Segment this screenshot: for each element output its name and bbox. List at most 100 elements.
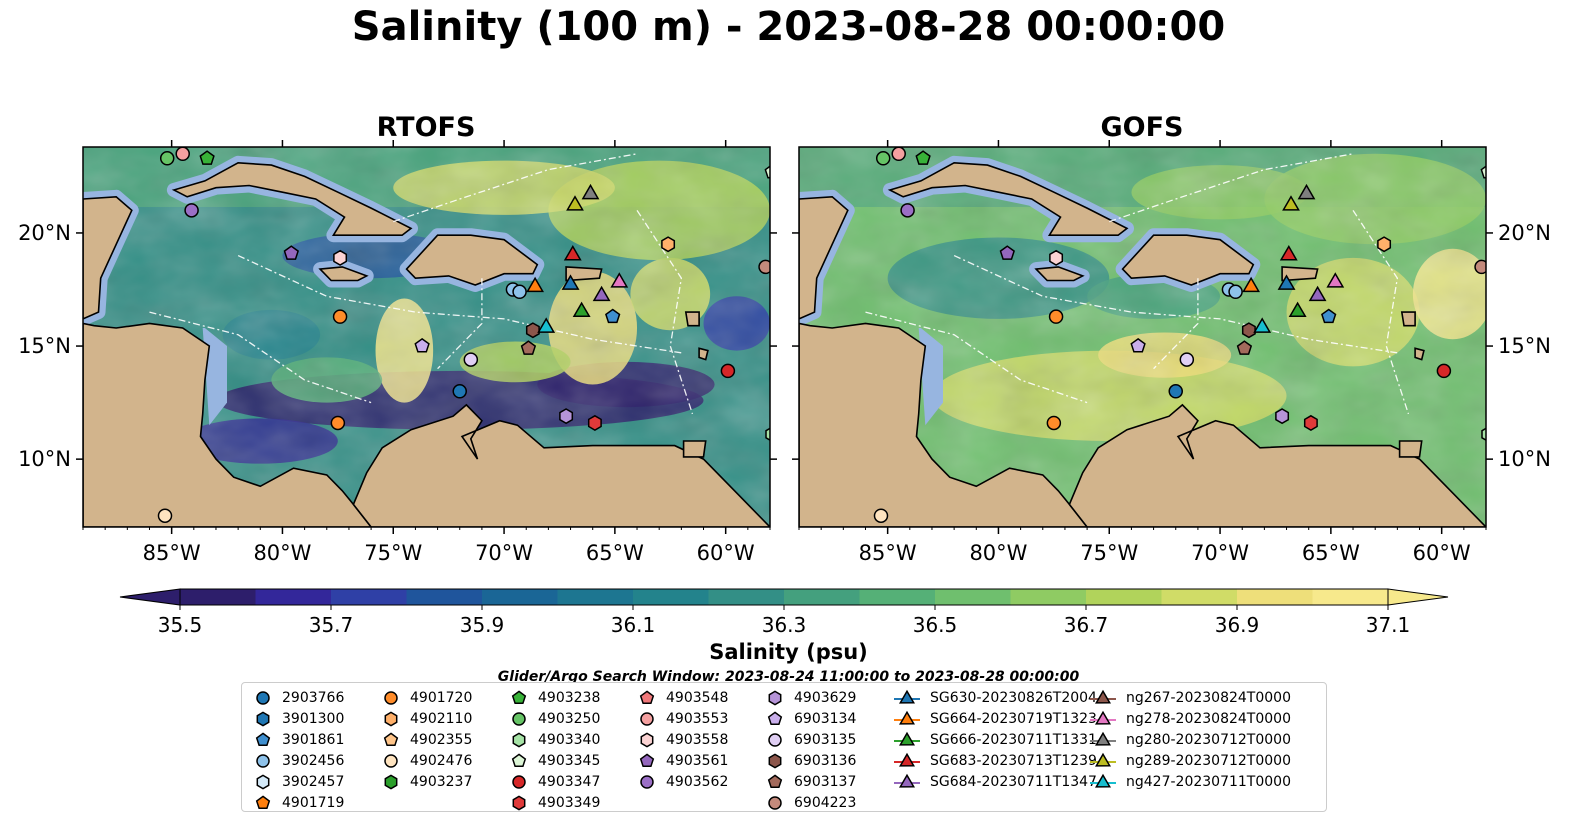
- legend-label: 4903629: [794, 689, 857, 706]
- circle-marker-icon: [384, 690, 398, 705]
- rtofs-glider-SG630-20230826T2004: [561, 274, 580, 290]
- legend-label: 4903250: [538, 710, 601, 727]
- rtofs-panel-title: RTOFS: [376, 112, 476, 143]
- rtofs-argo-4903629: [559, 408, 574, 425]
- rtofs-lon-label: 65°W: [586, 541, 644, 565]
- colorbar-tick-label: 36.7: [1063, 613, 1109, 637]
- legend-marker: [640, 711, 654, 726]
- legend-marker: [1094, 731, 1111, 746]
- legend-label: SG683-20230713T1239: [930, 752, 1097, 769]
- triangle-marker-icon: [894, 710, 920, 725]
- rtofs-argo-6903135: [463, 352, 479, 367]
- colorbar-tick-label: 37.1: [1365, 613, 1411, 637]
- gofs-argo-4901720: [1046, 415, 1062, 431]
- gofs-argo-4903558: [1049, 249, 1064, 266]
- rtofs-land-guadeloupe: [684, 311, 700, 327]
- rtofs-argo-4903561: [283, 245, 299, 260]
- rtofs-frame: [82, 146, 771, 528]
- gofs-glider-SG683-20230713T1239: [1279, 245, 1298, 261]
- legend-label: 4903349: [538, 794, 601, 811]
- gofs-argo-4903345: [1480, 165, 1486, 179]
- gofs-land-yucatan: [799, 195, 849, 320]
- gofs-lon-label: 65°W: [1302, 541, 1360, 565]
- colorbar-tick-label: 36.1: [610, 613, 656, 637]
- circle-marker-icon: [256, 690, 270, 705]
- rtofs-lon-label: 80°W: [253, 541, 311, 565]
- legend-label: ng280-20230712T0000: [1126, 731, 1291, 748]
- gofs-argo-4903347: [1436, 363, 1452, 379]
- legend-item: 4903629: [764, 687, 856, 708]
- rtofs-argo-4902110: [661, 236, 676, 253]
- legend-label: 4901719: [282, 794, 345, 811]
- legend-marker: [255, 731, 271, 746]
- rtofs-land-hispaniola: [405, 234, 539, 286]
- gofs-glider-SG684-20230711T1347: [1308, 285, 1327, 302]
- gofs-argo-4903250: [875, 151, 891, 166]
- rtofs-argo-6903137: [520, 340, 537, 355]
- triangle-marker-icon: [1090, 710, 1116, 725]
- legend-item: 3901300: [252, 708, 344, 729]
- legend-marker: [639, 689, 655, 704]
- gofs-eez-line: [865, 311, 1088, 404]
- legend-label: 4903347: [538, 773, 601, 790]
- rtofs-argo-3902456: [512, 284, 527, 300]
- rtofs-argo-4903562: [184, 203, 199, 218]
- gofs-argo-6903136: [1241, 322, 1256, 339]
- legend-marker: [768, 753, 782, 768]
- legend-item: ng427-20230711T0000: [1088, 771, 1291, 792]
- legend-item: ng267-20230824T0000: [1088, 687, 1291, 708]
- legend-label: SG684-20230711T1347: [930, 773, 1097, 790]
- legend-item: 4903561: [636, 750, 728, 771]
- gofs-glider-SG666-20230711T1331: [1288, 301, 1307, 318]
- legend-label: 6903137: [794, 773, 857, 790]
- map-panels: 85°W 80°W 75°W 70°W 65°W 60°W 20°N 15°N 10°N 85°W…: [18, 140, 1551, 565]
- legend-label: 6903136: [794, 752, 857, 769]
- legend-label: 3902457: [282, 773, 345, 790]
- legend-item: 4903562: [636, 771, 728, 792]
- rtofs-argo-6903134: [414, 337, 430, 353]
- rtofs-lon-label: 70°W: [475, 541, 533, 565]
- rtofs-argo-4903347: [720, 363, 736, 379]
- legend-marker: [639, 752, 655, 767]
- circle-marker-icon: [640, 774, 654, 789]
- gofs-argo-6904223: [1474, 259, 1486, 275]
- rtofs-land-jamaica: [318, 266, 369, 282]
- rtofs-eez-line: [636, 209, 694, 415]
- legend-item: SG684-20230711T1347: [892, 771, 1097, 792]
- hexagon-marker-icon: [384, 774, 398, 789]
- gofs-eez-line: [953, 254, 1398, 354]
- rtofs-lat-label: 20°N: [18, 221, 71, 245]
- gofs-eez-line: [1352, 209, 1410, 415]
- gofs-argo-4903238: [915, 150, 931, 165]
- legend-label: ng427-20230711T0000: [1126, 773, 1291, 790]
- circle-marker-icon: [640, 711, 654, 726]
- legend-marker: [256, 753, 270, 768]
- legend-item: 4901719: [252, 792, 344, 813]
- legend-item: SG630-20230826T2004: [892, 687, 1097, 708]
- rtofs-land-yucatan: [83, 195, 133, 320]
- rtofs-eez-line: [437, 278, 483, 370]
- gofs-land-hispaniola: [1121, 234, 1255, 286]
- legend-item: 4902355: [380, 729, 472, 750]
- rtofs-lon-label: 60°W: [697, 541, 755, 565]
- gofs-argo-4902476: [873, 508, 889, 523]
- legend-marker: [256, 690, 270, 705]
- legend-marker: [898, 752, 915, 767]
- gofs-land-puertorico: [1281, 266, 1319, 282]
- legend-item: 4902476: [380, 750, 472, 771]
- rtofs-argo-2903766: [452, 384, 467, 399]
- pentagon-marker-icon: [767, 773, 783, 788]
- gofs-argo-3902456: [1228, 284, 1243, 300]
- legend-marker: [511, 689, 527, 704]
- legend-column: 4903238 4903250 4903340 4903345 4903347 49033…: [508, 687, 600, 813]
- legend-marker: [1094, 689, 1111, 704]
- legend-label: ng267-20230824T0000: [1126, 689, 1291, 706]
- legend-label: 3901861: [282, 731, 345, 748]
- gofs-glider-SG630-20230826T2004: [1277, 274, 1296, 290]
- hexagon-marker-icon: [384, 711, 398, 726]
- legend-marker: [1094, 773, 1111, 788]
- legend-label: 4902476: [410, 752, 473, 769]
- legend-item: 4903250: [508, 708, 600, 729]
- legend-marker: [384, 753, 398, 768]
- hexagon-marker-icon: [640, 732, 654, 747]
